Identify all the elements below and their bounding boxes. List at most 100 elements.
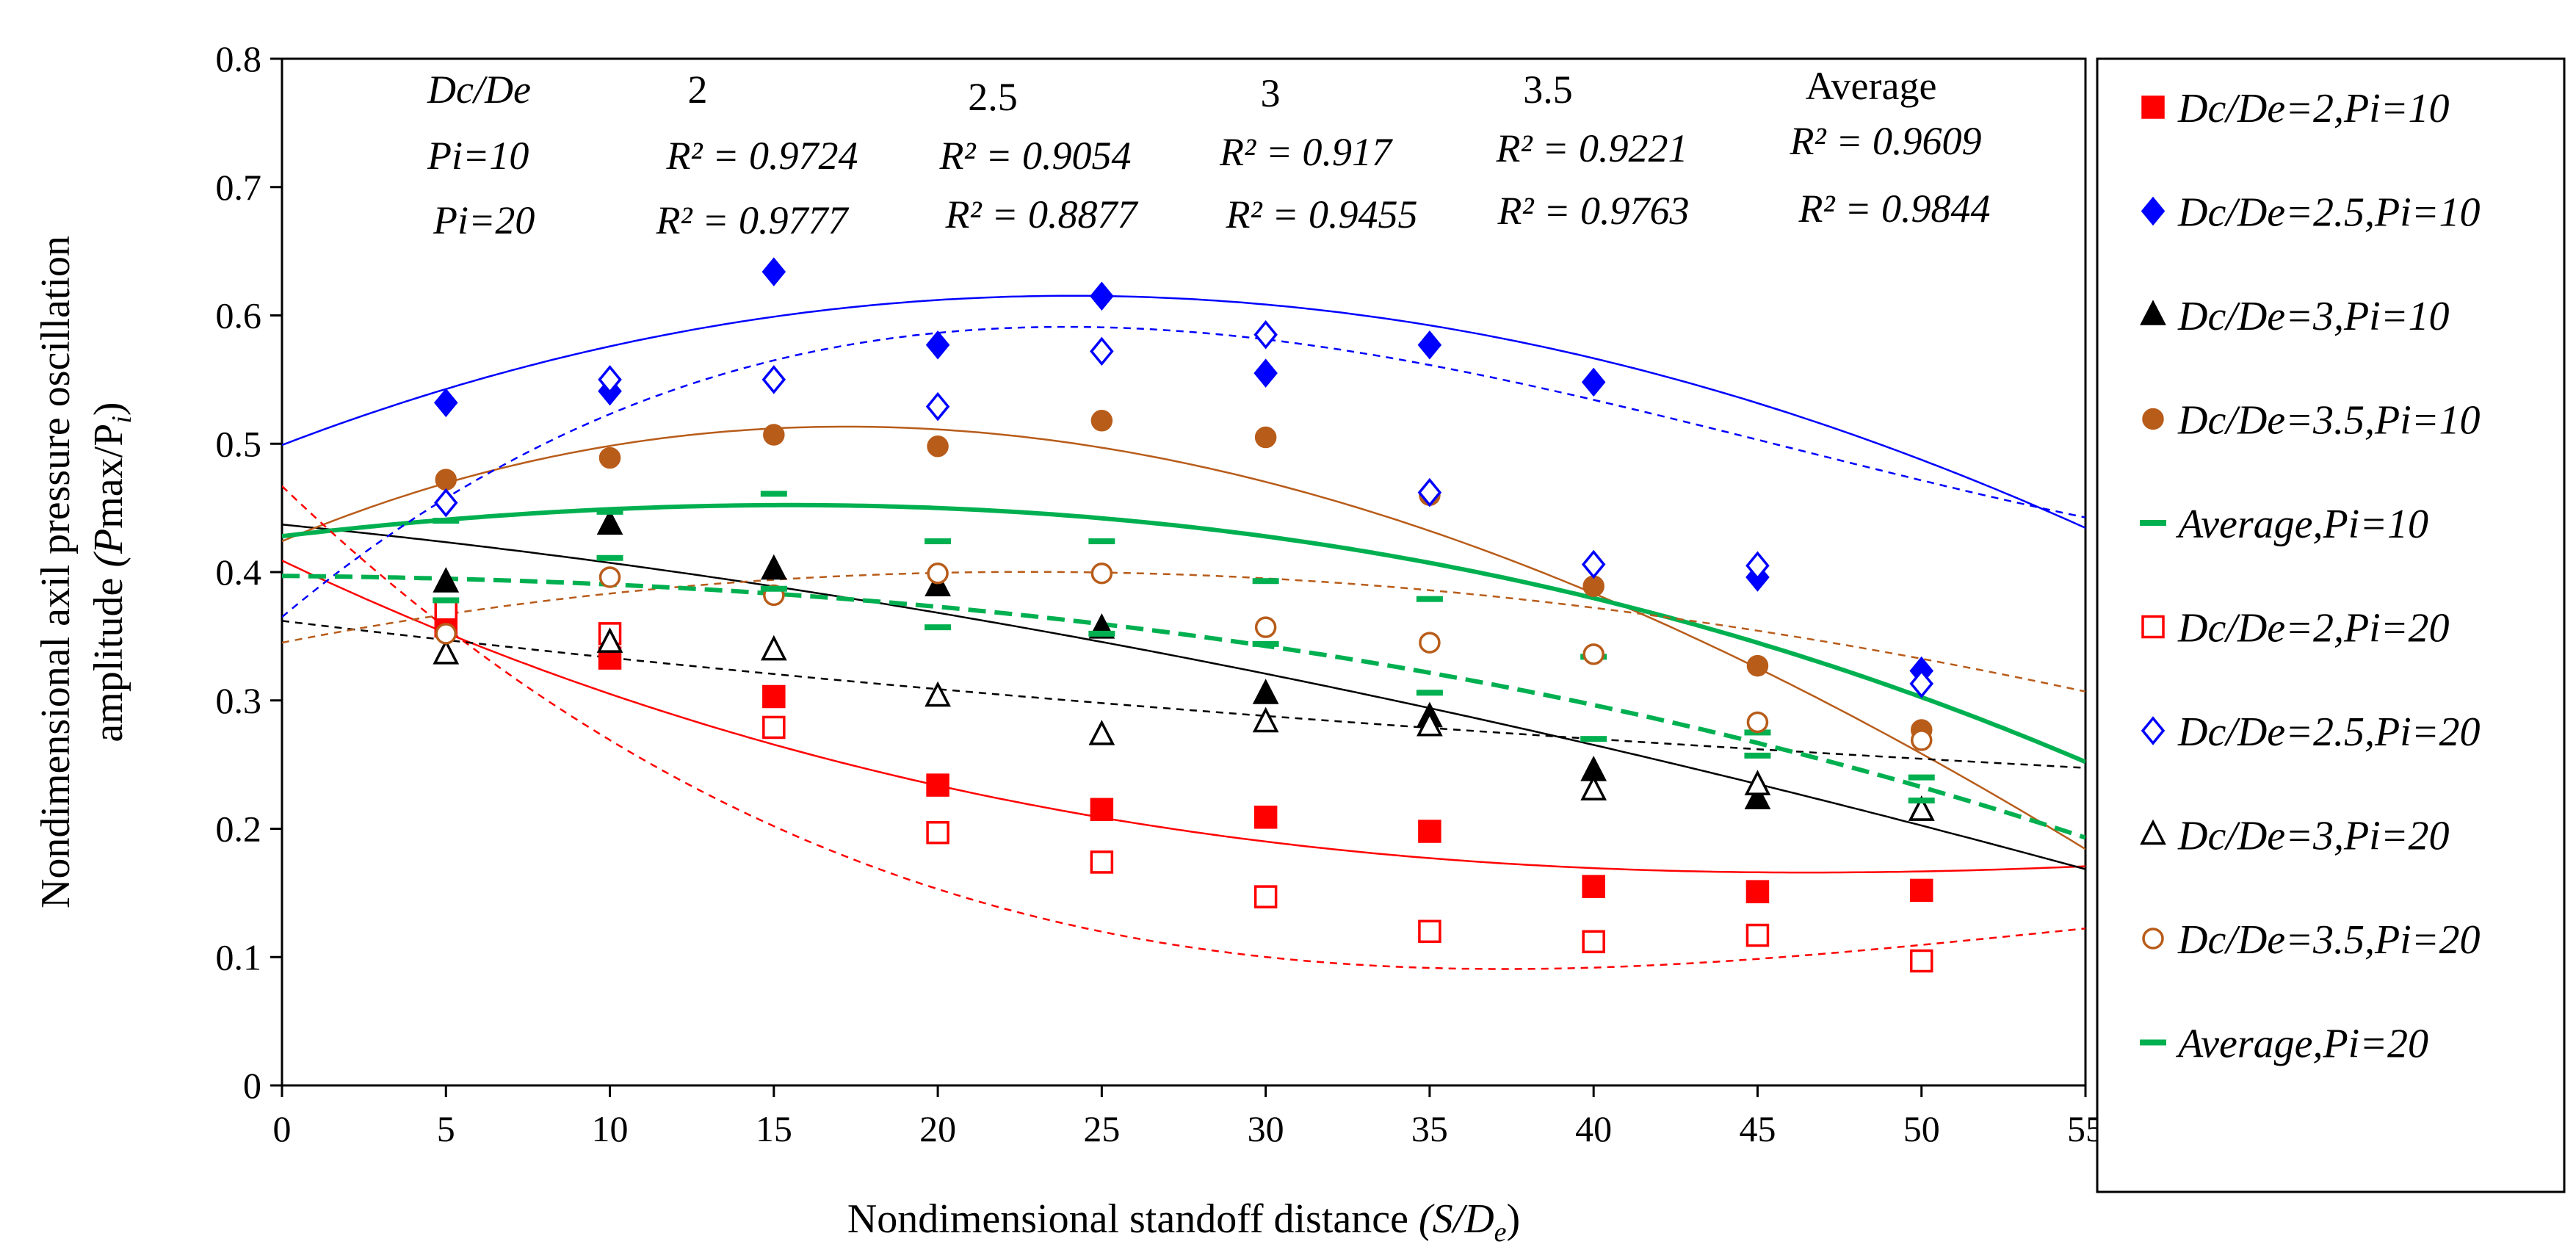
data-point [1090,336,1114,366]
data-point [763,424,785,446]
data-point [433,567,460,593]
data-point [433,518,460,524]
data-point [596,627,623,653]
y-tick-label: 0.8 [216,38,262,79]
x-tick-label: 20 [919,1108,956,1149]
x-axis-title-sub: e [1494,1217,1507,1248]
data-point [761,365,786,394]
r-squared-annotations: Dc/De Pi=10 Pi=20 2 R² = 0.9724 R² = 0.9… [427,64,1991,242]
legend-label: Average,Pi=10 [2175,502,2428,547]
legend-label: Average,Pi=20 [2175,1022,2428,1067]
legend-label: Dc/De=3.5,Pi=20 [2177,917,2481,963]
x-tick-label: 35 [1411,1108,1448,1149]
trend-line [282,294,2085,529]
trend-line [282,560,2085,874]
trend-lines [282,294,2085,970]
data-point [1088,538,1115,545]
legend-label: Dc/De=2,Pi=20 [2177,606,2450,651]
data-point [1580,736,1607,742]
data-point [596,509,623,535]
y-axis-title-line2: amplitude (Pmax/Pi) [86,402,137,742]
x-axis-title-close: ) [1507,1196,1521,1242]
x-tick-label: 15 [756,1108,792,1149]
data-point [1252,706,1279,733]
y-tick-label: 0 [243,1065,261,1106]
x-tick-label: 25 [1083,1108,1120,1149]
data-point [1419,632,1441,654]
data-point [1908,795,1935,821]
annotation-r2-pi10: R² = 0.9054 [938,134,1131,178]
data-markers [433,257,1935,973]
data-point [596,554,623,561]
data-point [1744,752,1771,759]
legend: Dc/De=2,Pi=10 Dc/De=2.5,Pi=10 Dc/De=3,Pi=1… [2140,86,2481,1067]
legend-label: Dc/De=2,Pi=10 [2177,86,2450,131]
y-axis-title-symbol-mid: max/P [86,424,131,529]
data-point [1090,562,1113,585]
data-point [435,469,457,491]
data-point [925,391,950,422]
x-tick-label: 0 [273,1108,292,1149]
data-point [1090,798,1114,822]
trend-line [282,524,2085,870]
data-point [1908,798,1935,804]
y-tick-label: 0.5 [216,423,262,464]
legend-label: Dc/De=3,Pi=10 [2177,294,2450,339]
data-point [1909,669,1933,698]
data-point [761,257,786,286]
data-point [434,488,458,518]
data-point [1090,410,1113,432]
data-point [1744,770,1771,795]
data-point [1909,878,1933,903]
legend-marker [2140,520,2166,526]
data-point [1253,358,1278,388]
data-point [1417,477,1442,507]
x-tick-label: 30 [1248,1108,1284,1149]
data-point [1582,575,1604,597]
annotation-r2-pi10: R² = 0.9609 [1789,119,1981,163]
data-point [1418,919,1441,944]
x-tick-label: 50 [1903,1108,1940,1149]
data-point [1252,578,1279,585]
annotation-col-header: Average [1806,64,1937,108]
data-point [926,773,949,797]
annotation-r2-pi10: R² = 0.9221 [1495,126,1687,170]
data-point [1581,367,1606,397]
data-point [1908,774,1935,781]
data-point [925,624,952,631]
legend-label: Dc/De=3,Pi=20 [2177,814,2450,859]
data-point [433,639,460,665]
legend-marker [2142,928,2164,950]
data-point [1582,875,1605,898]
data-point [925,571,951,596]
data-point [1582,930,1605,954]
annotation-r2-pi20: R² = 0.9763 [1497,189,1689,233]
data-point [1252,640,1279,647]
data-point [1746,654,1769,677]
x-tick-label: 5 [437,1108,455,1149]
data-point [760,491,787,497]
data-point [434,388,458,418]
data-point [1252,679,1279,704]
data-point [1745,880,1770,903]
data-point [760,585,787,592]
x-axis-title-symbol: (S/D [1419,1196,1494,1242]
annotation-row-pi20: Pi=20 [433,198,535,242]
data-point [1416,596,1443,602]
annotation-col-header: 3 [1261,71,1281,115]
plot-area [281,57,2087,1087]
data-point [760,554,787,580]
data-point [1581,549,1606,579]
data-point [1253,319,1278,350]
data-point [435,623,457,645]
data-point [925,538,952,545]
x-tick-label: 45 [1739,1108,1776,1149]
annotation-r2-pi10: R² = 0.917 [1219,130,1393,174]
trend-line [282,571,2085,693]
annotation-row-header: Dc/De [427,68,531,112]
y-tick-label: 0.7 [216,167,262,208]
annotation-col-header: 3.5 [1523,68,1573,112]
data-point [925,330,950,360]
annotation-row-pi10: Pi=10 [427,134,529,178]
trend-line [282,325,2085,618]
